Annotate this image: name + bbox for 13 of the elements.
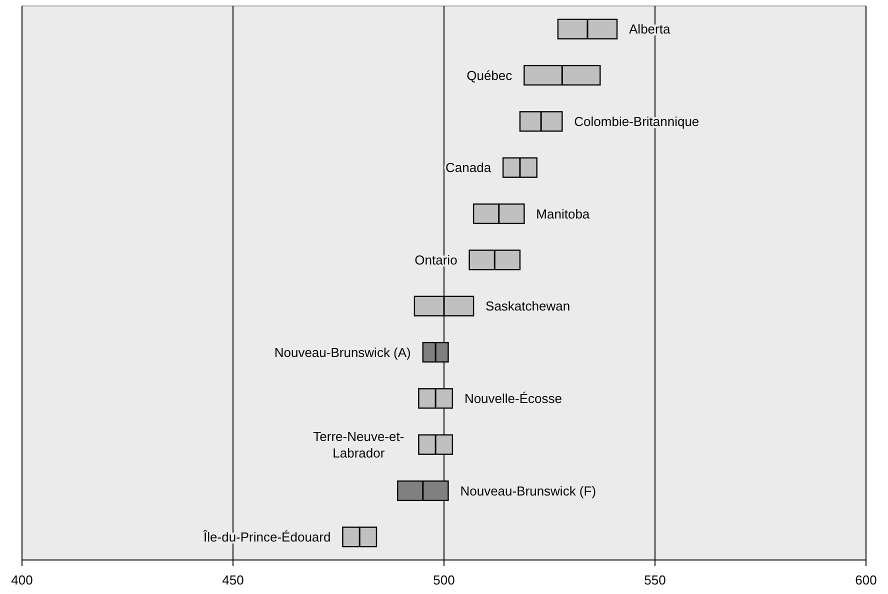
x-tick-label: 600 <box>855 572 877 588</box>
y-tick-label: Saskatchewan <box>486 298 570 314</box>
y-tick-label: Manitoba <box>536 206 590 222</box>
x-tick-label: 500 <box>433 572 455 588</box>
y-tick-label: Nouveau-Brunswick (F) <box>460 483 596 498</box>
y-tick-label: Canada <box>446 160 492 176</box>
y-tick-label: Terre-Neuve-et-Labrador <box>313 429 404 460</box>
x-tick-label: 450 <box>222 572 244 588</box>
y-tick-label: Québec <box>466 68 513 83</box>
y-tick-label: Nouvelle-Écosse <box>464 390 562 406</box>
y-tick-label: Nouveau-Brunswick (A) <box>274 344 411 360</box>
x-tick-label: 550 <box>644 572 666 588</box>
x-tick-label: 400 <box>11 572 33 588</box>
